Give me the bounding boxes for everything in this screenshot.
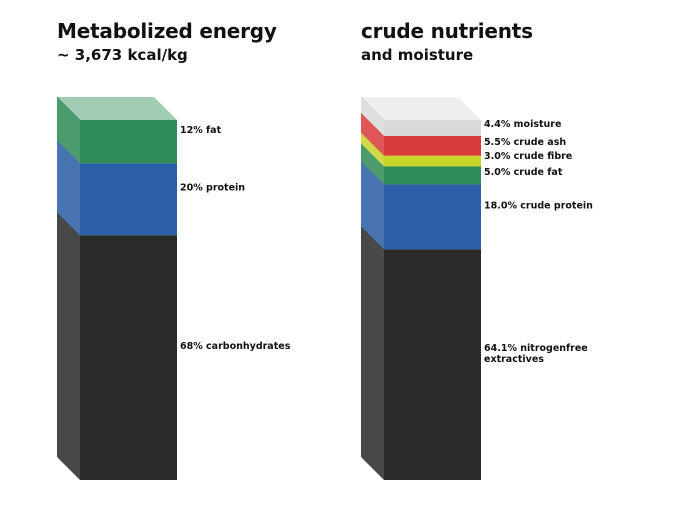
bar-side-carbonhydrates	[57, 212, 80, 480]
segment-nitrogenfree-extractives	[360, 226, 481, 480]
segment-carbonhydrates	[56, 211, 177, 480]
label-crude-fibre: 3.0% crude fibre	[484, 151, 572, 162]
bar-front-moisture	[384, 120, 481, 136]
bar-front-nitrogenfree-extractives	[384, 249, 481, 480]
bar-side-crude-fibre	[361, 132, 384, 167]
label-protein: 20% protein	[180, 183, 245, 194]
bar-side-crude-fat	[361, 143, 384, 185]
label-crude-protein: 18.0% crude protein	[484, 200, 593, 211]
bar-front-crude-fibre	[384, 155, 481, 167]
chart-subtitle-energy: ~ 3,673 kcal/kg	[57, 46, 188, 64]
segment-protein	[56, 139, 177, 236]
bar-side-crude-protein	[361, 161, 384, 250]
label-crude-fat: 5.0% crude fat	[484, 167, 563, 178]
column-metabolized-energy: 68% carbonhydrates 20% protein 12% fat	[56, 96, 291, 480]
label-moisture: 4.4% moisture	[484, 119, 561, 130]
bar-top-fat	[57, 97, 177, 120]
label-nitrogenfree-extractives: 64.1% nitrogenfree extractives	[484, 343, 588, 365]
segment-crude-protein	[360, 161, 481, 250]
segment-fat	[56, 96, 177, 164]
bar-side-fat	[57, 97, 80, 164]
bar-front-crude-fat	[384, 166, 481, 185]
bar-front-crude-ash	[384, 135, 481, 156]
bar-top-moisture	[361, 97, 481, 120]
bar-side-crude-ash	[361, 112, 384, 156]
chart-title-energy: Metabolized energy	[57, 19, 277, 43]
bar-front-carbonhydrates	[80, 235, 177, 480]
chart-title-nutrients: crude nutrients	[361, 19, 533, 43]
column-crude-nutrients: 64.1% nitrogenfree extractives 18.0% crude…	[360, 96, 593, 480]
bar-side-moisture	[361, 97, 384, 136]
bar-front-protein	[80, 163, 177, 236]
chart-subtitle-nutrients: and moisture	[361, 46, 474, 64]
segment-moisture	[360, 96, 481, 136]
bar-front-fat	[80, 120, 177, 164]
bar-side-nitrogenfree-extractives	[361, 226, 384, 480]
label-fat: 12% fat	[180, 125, 222, 136]
bar-side-protein	[57, 140, 80, 236]
label-crude-ash: 5.5% crude ash	[484, 137, 566, 148]
bar-front-crude-protein	[384, 184, 481, 250]
label-carbonhydrates: 68% carbonhydrates	[180, 341, 291, 352]
